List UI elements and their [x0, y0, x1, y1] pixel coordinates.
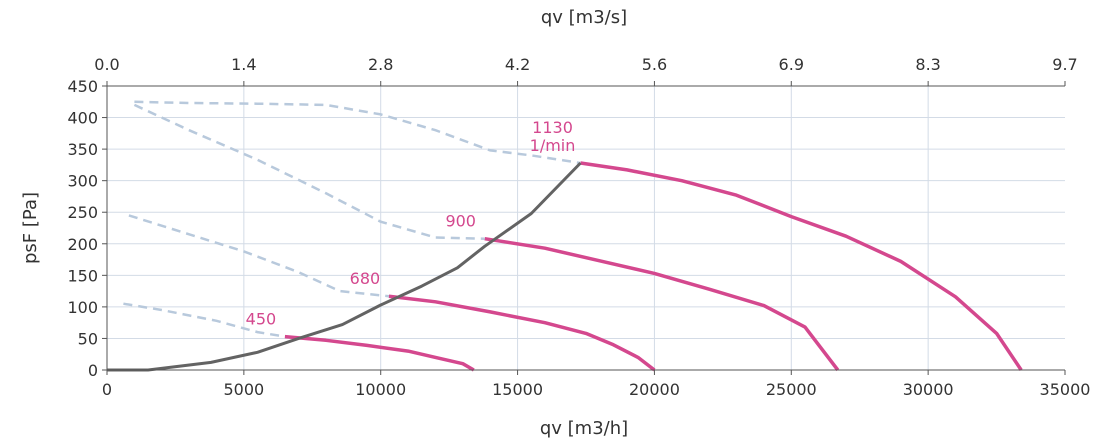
x2-tick-label: 5.6 [642, 55, 667, 74]
x-axis-title: qv [m3/h] [540, 418, 628, 439]
x2-tick-label: 1.4 [231, 55, 256, 74]
stall-line-dashed [123, 302, 286, 338]
speed-label-680: 680 [350, 269, 381, 288]
x-tick-label: 35000 [1040, 380, 1091, 399]
speed-unit-label: 1/min [530, 136, 576, 155]
y-tick-label: 400 [67, 109, 98, 128]
x2-tick-label: 4.2 [505, 55, 530, 74]
y-tick-label: 200 [67, 235, 98, 254]
speed-line-900 [484, 236, 840, 372]
x-tick-label: 10000 [355, 380, 406, 399]
x-tick-label: 0 [102, 380, 112, 399]
x2-tick-label: 6.9 [779, 55, 804, 74]
y-tick-label: 100 [67, 298, 98, 317]
x2-tick-label: 8.3 [915, 55, 940, 74]
speed-label-1130: 1130 [532, 118, 573, 137]
y-tick-label: 50 [78, 329, 98, 348]
y-axis-title: psF [Pa] [20, 192, 41, 264]
x-tick-label: 30000 [903, 380, 954, 399]
x-tick-label: 20000 [629, 380, 680, 399]
x-tick-label: 25000 [766, 380, 817, 399]
x-tick-label: 15000 [492, 380, 543, 399]
y-tick-label: 300 [67, 172, 98, 191]
stall-line-dashed [133, 103, 485, 240]
stall-line-dashed [134, 100, 581, 165]
y-tick-label: 0 [88, 361, 98, 380]
speed-label-900: 900 [445, 212, 476, 231]
y-tick-label: 450 [67, 77, 98, 96]
speed-label-450: 450 [246, 310, 277, 329]
axes [102, 81, 1066, 375]
x2-tick-label: 0.0 [94, 55, 119, 74]
speed-line-680 [388, 294, 656, 372]
y-tick-label: 350 [67, 140, 98, 159]
speed-line-450 [284, 334, 475, 372]
series-group [107, 100, 1023, 372]
speed-line-1130 [580, 161, 1023, 371]
x-tick-label: 5000 [223, 380, 264, 399]
x2-tick-label: 2.8 [368, 55, 393, 74]
limit-line [107, 161, 582, 372]
x2-tick-label: 9.7 [1052, 55, 1077, 74]
tick-labels: 0 0.0 5000 1.4 10000 2.8 15000 4.2 20000 5.6 25000… [67, 55, 1090, 399]
x2-axis-title: qv [m3/s] [541, 7, 627, 28]
stall-line-dashed [128, 214, 390, 298]
y-tick-label: 150 [67, 266, 98, 285]
plot-area [107, 86, 1065, 370]
y-tick-label: 250 [67, 203, 98, 222]
